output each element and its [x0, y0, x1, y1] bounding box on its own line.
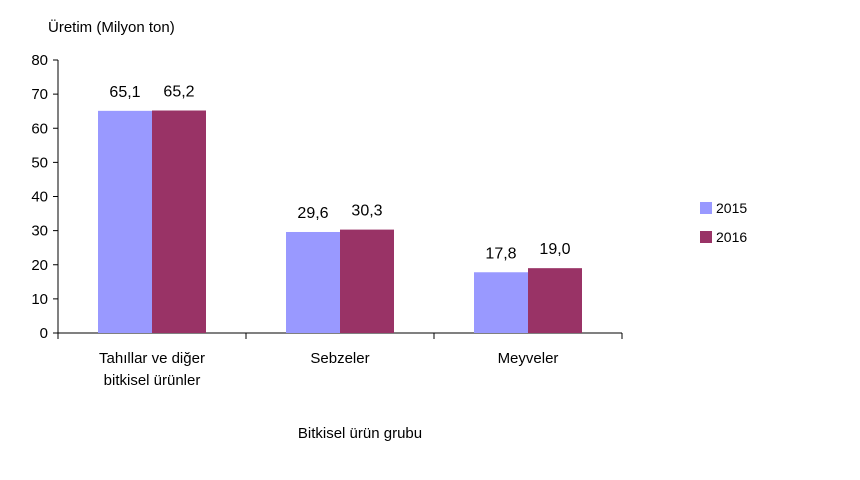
data-label: 65,2 — [163, 84, 194, 101]
y-tick-label: 50 — [31, 154, 48, 171]
bar-2015 — [474, 272, 528, 333]
x-category-label: bitkisel ürünler — [104, 372, 201, 389]
data-label: 65,1 — [109, 84, 140, 101]
y-tick-label: 70 — [31, 86, 48, 103]
y-tick-label: 60 — [31, 120, 48, 137]
legend: 2015 2016 — [700, 200, 747, 245]
y-tick-label: 30 — [31, 223, 48, 240]
data-label: 19,0 — [539, 241, 570, 258]
bar-2016 — [152, 110, 206, 333]
x-axis-title: Bitkisel ürün grubu — [298, 425, 422, 442]
y-tick-label: 40 — [31, 189, 48, 206]
data-label: 29,6 — [297, 205, 328, 222]
y-axis-title: Üretim (Milyon ton) — [48, 18, 175, 36]
bars: 65,1 65,2 29,6 30,3 17,8 19,0 — [98, 84, 582, 333]
y-tick-label: 10 — [31, 291, 48, 308]
x-category-label: Sebzeler — [310, 350, 369, 367]
legend-swatch-2016 — [700, 231, 712, 243]
bar-2015 — [286, 231, 340, 333]
bar-2016 — [528, 268, 582, 333]
x-category-label: Tahıllar ve diğer — [99, 350, 205, 367]
y-tick-label: 20 — [31, 257, 48, 274]
data-label: 17,8 — [485, 245, 516, 262]
x-category-label: Meyveler — [498, 350, 559, 367]
bar-2015 — [98, 110, 152, 333]
y-tick-label: 0 — [40, 325, 48, 342]
legend-swatch-2015 — [700, 202, 712, 214]
bar-2016 — [340, 229, 394, 333]
y-tick-label: 80 — [31, 52, 48, 69]
legend-label: 2016 — [716, 229, 747, 245]
data-label: 30,3 — [351, 203, 382, 220]
legend-label: 2015 — [716, 200, 747, 216]
